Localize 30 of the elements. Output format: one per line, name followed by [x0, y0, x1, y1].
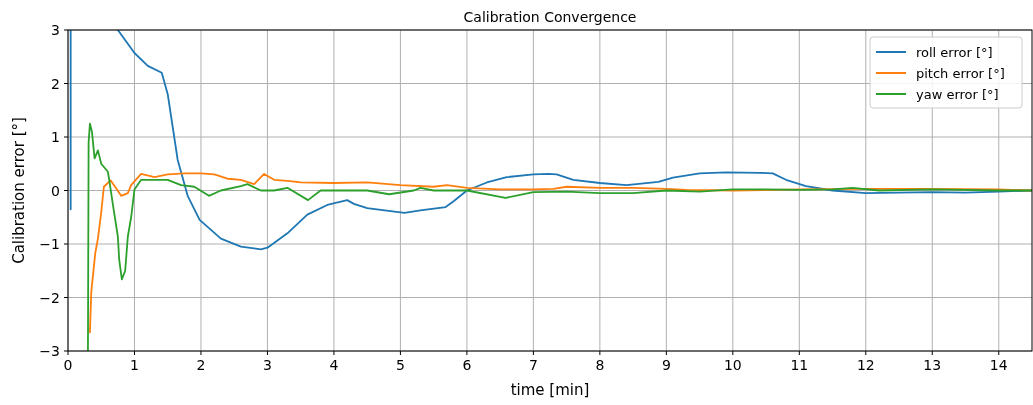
x-tick-label: 14 [989, 357, 1008, 373]
y-tick-label: −2 [39, 289, 60, 306]
y-tick-label: −3 [39, 343, 60, 359]
x-tick-label: 1 [130, 357, 139, 373]
chart-title: Calibration Convergence [463, 9, 637, 25]
x-tick-label: 2 [196, 357, 206, 373]
x-tick-label: 5 [395, 357, 405, 373]
x-tick-label: 11 [790, 357, 809, 373]
x-tick-label: 10 [723, 357, 742, 373]
legend-label: pitch error [°] [916, 66, 1005, 81]
x-tick-label: 7 [528, 357, 538, 373]
x-axis-title: time [min] [510, 381, 590, 399]
x-tick-label: 3 [262, 357, 272, 373]
x-tick-label: 12 [856, 357, 875, 373]
x-tick-label: 9 [661, 357, 671, 373]
y-tick-label: 2 [51, 75, 60, 92]
legend-label: roll error [°] [916, 45, 993, 60]
y-tick-label: 1 [51, 129, 60, 145]
x-tick-label: 8 [595, 357, 605, 373]
y-axis-title: Calibration error [°] [10, 117, 28, 264]
line-series [87, 122, 1032, 351]
legend-label: yaw error [°] [916, 87, 999, 102]
x-tick-label: 0 [63, 357, 73, 373]
x-tick-label: 13 [923, 357, 942, 373]
line-series [89, 172, 1032, 334]
x-tick-label: 4 [329, 357, 339, 373]
y-tick-label: 0 [51, 182, 60, 199]
x-tick-label: 6 [462, 357, 472, 373]
y-tick-label: −1 [39, 236, 60, 252]
y-tick-label: 3 [51, 22, 60, 38]
